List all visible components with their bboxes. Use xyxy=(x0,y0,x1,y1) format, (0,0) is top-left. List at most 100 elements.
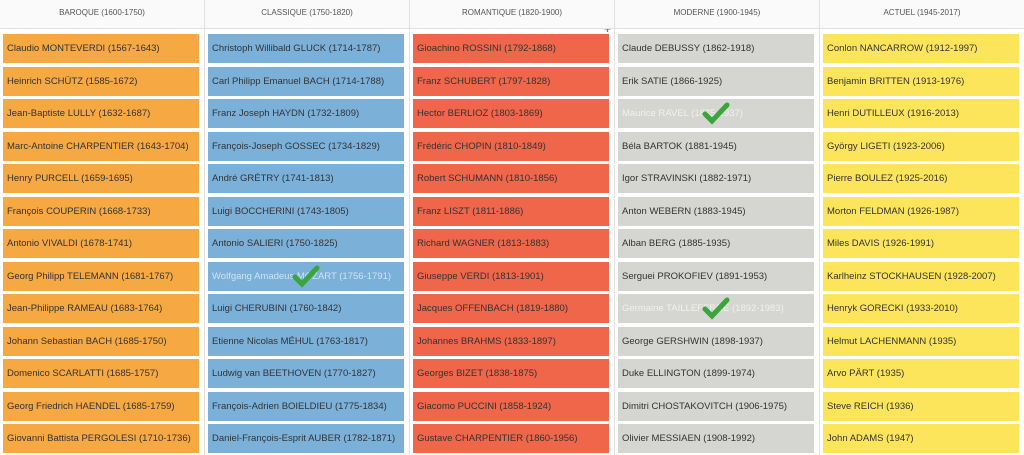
card[interactable]: Serguei PROKOFIEV (1891-1953) xyxy=(618,261,814,291)
card[interactable]: Miles DAVIS (1926-1991) xyxy=(823,229,1019,258)
card[interactable]: Arvo PÄRT (1935) xyxy=(823,359,1019,388)
card[interactable]: Benjamin BRITTEN (1913-1976) xyxy=(823,66,1019,96)
column: MODERNE (1900-1945) Claude DEBUSSY (1862-… xyxy=(615,0,820,455)
card[interactable]: Erik SATIE (1866-1925) xyxy=(618,66,814,96)
card-text: Claudio MONTEVERDI (1567-1643) xyxy=(7,43,160,54)
card[interactable]: Etienne Nicolas MÉHUL (1763-1817) xyxy=(208,326,404,356)
card[interactable]: François-Joseph GOSSEC (1734-1829) xyxy=(208,131,404,161)
card[interactable]: Giuseppe VERDI (1813-1901) xyxy=(413,261,609,291)
column-header: ROMANTIQUE (1820-1900) xyxy=(410,0,614,29)
card[interactable]: François COUPERIN (1668-1733) xyxy=(3,196,199,226)
card[interactable]: Claude DEBUSSY (1862-1918) xyxy=(618,34,814,63)
card[interactable]: Giacomo PUCCINI (1858-1924) xyxy=(413,391,609,421)
card-text: Henri DUTILLEUX (1916-2013) xyxy=(827,108,960,119)
column: ROMANTIQUE (1820-1900) Gioachino ROSSINI … xyxy=(410,0,615,455)
card[interactable]: Hector BERLIOZ (1803-1869) xyxy=(413,99,609,128)
card-text: Béla BARTOK (1881-1945) xyxy=(622,140,737,152)
card-text: Gustave CHARPENTIER (1860-1956) xyxy=(417,433,578,444)
card-text: Serguei PROKOFIEV (1891-1953) xyxy=(622,270,768,282)
card[interactable]: Ludwig van BEETHOVEN (1770-1827) xyxy=(208,359,404,388)
card[interactable]: Heinrich SCHÜTZ (1585-1672) xyxy=(3,66,199,96)
card-text: Claude DEBUSSY (1862-1918) xyxy=(622,43,755,54)
card[interactable]: Karlheinz STOCKHAUSEN (1928-2007) xyxy=(823,261,1019,291)
card-text: Dimitri CHOSTAKOVITCH (1906-1975) xyxy=(622,400,788,412)
card[interactable]: Antonio VIVALDI (1678-1741) xyxy=(3,229,199,258)
check-icon xyxy=(702,297,730,320)
card[interactable]: Anton WEBERN (1883-1945) xyxy=(618,196,814,226)
card[interactable]: Franz Joseph HAYDN (1732-1809) xyxy=(208,99,404,128)
card[interactable]: Conlon NANCARROW (1912-1997) xyxy=(823,34,1019,63)
card[interactable]: Georges BIZET (1838-1875) xyxy=(413,359,609,388)
card[interactable]: Georg Philipp TELEMANN (1681-1767) xyxy=(3,261,199,291)
card[interactable]: Richard WAGNER (1813-1883) xyxy=(413,229,609,258)
card-text: Georges BIZET (1838-1875) xyxy=(417,368,538,379)
card[interactable]: Henryk GORECKI (1933-2010) xyxy=(823,294,1019,323)
card-text: John ADAMS (1947) xyxy=(827,433,914,444)
card[interactable]: Johann Sebastian BACH (1685-1750) xyxy=(3,326,199,356)
card-text: Steve REICH (1936) xyxy=(827,400,914,412)
card[interactable]: Daniel-François-Esprit AUBER (1782-1871) xyxy=(208,424,404,453)
card-text: Giovanni Battista PERGOLESI (1710-1736) xyxy=(7,433,191,444)
card[interactable]: Helmut LACHENMANN (1935) xyxy=(823,326,1019,356)
card[interactable]: Wolfgang Amadeus MOZART (1756-1791) xyxy=(208,261,404,291)
card[interactable]: Christoph Willibald GLUCK (1714-1787) xyxy=(208,34,404,63)
card-text: François-Adrien BOIELDIEU (1775-1834) xyxy=(212,400,387,412)
card-text: Giuseppe VERDI (1813-1901) xyxy=(417,270,544,282)
card[interactable]: Henri DUTILLEUX (1916-2013) xyxy=(823,99,1019,128)
card-text: Anton WEBERN (1883-1945) xyxy=(622,205,746,217)
card[interactable]: Pierre BOULEZ (1925-2016) xyxy=(823,164,1019,193)
card[interactable]: Germaine TAILLEFERRE (1892-1983) xyxy=(618,294,814,323)
card[interactable]: Georg Friedrich HAENDEL (1685-1759) xyxy=(3,391,199,421)
card[interactable]: Igor STRAVINSKI (1882-1971) xyxy=(618,164,814,193)
card-text: George GERSHWIN (1898-1937) xyxy=(622,335,763,347)
card[interactable]: Jacques OFFENBACH (1819-1880) xyxy=(413,294,609,323)
card-text: Frédéric CHOPIN (1810-1849) xyxy=(417,140,546,152)
add-icon[interactable]: + xyxy=(604,22,612,36)
card-text: Morton FELDMAN (1926-1987) xyxy=(827,205,959,217)
card[interactable]: Antonio SALIERI (1750-1825) xyxy=(208,229,404,258)
card[interactable]: Franz LISZT (1811-1886) xyxy=(413,196,609,226)
card[interactable]: Robert SCHUMANN (1810-1856) xyxy=(413,164,609,193)
card[interactable]: Claudio MONTEVERDI (1567-1643) xyxy=(3,34,199,63)
card[interactable]: Luigi BOCCHERINI (1743-1805) xyxy=(208,196,404,226)
card-text: Wolfgang Amadeus MOZART (1756-1791) xyxy=(212,270,392,282)
card[interactable]: George GERSHWIN (1898-1937) xyxy=(618,326,814,356)
card[interactable]: Gioachino ROSSINI (1792-1868) xyxy=(413,34,609,63)
card-text: Helmut LACHENMANN (1935) xyxy=(827,335,957,347)
card-text: Miles DAVIS (1926-1991) xyxy=(827,238,935,249)
card[interactable]: André GRÉTRY (1741-1813) xyxy=(208,164,404,193)
card-text: André GRÉTRY (1741-1813) xyxy=(212,173,334,184)
card-text: Marc-Antoine CHARPENTIER (1643-1704) xyxy=(7,140,189,152)
card[interactable]: Domenico SCARLATTI (1685-1757) xyxy=(3,359,199,388)
card[interactable]: Franz SCHUBERT (1797-1828) xyxy=(413,66,609,96)
card[interactable]: Béla BARTOK (1881-1945) xyxy=(618,131,814,161)
card[interactable]: Johannes BRAHMS (1833-1897) xyxy=(413,326,609,356)
card[interactable]: Frédéric CHOPIN (1810-1849) xyxy=(413,131,609,161)
card[interactable]: Marc-Antoine CHARPENTIER (1643-1704) xyxy=(3,131,199,161)
card[interactable]: Steve REICH (1936) xyxy=(823,391,1019,421)
card[interactable]: Giovanni Battista PERGOLESI (1710-1736) xyxy=(3,424,199,453)
card[interactable]: Morton FELDMAN (1926-1987) xyxy=(823,196,1019,226)
column: CLASSIQUE (1750-1820) Christoph Willibald… xyxy=(205,0,410,455)
card[interactable]: Gustave CHARPENTIER (1860-1956) xyxy=(413,424,609,453)
card[interactable]: Dimitri CHOSTAKOVITCH (1906-1975) xyxy=(618,391,814,421)
card[interactable]: Luigi CHERUBINI (1760-1842) xyxy=(208,294,404,323)
card[interactable]: Jean-Baptiste LULLY (1632-1687) xyxy=(3,99,199,128)
card-text: Igor STRAVINSKI (1882-1971) xyxy=(622,173,752,184)
card[interactable]: György LIGETI (1923-2006) xyxy=(823,131,1019,161)
card-text: Henryk GORECKI (1933-2010) xyxy=(827,303,958,314)
card-text: Jacques OFFENBACH (1819-1880) xyxy=(417,303,569,314)
card[interactable]: Jean-Philippe RAMEAU (1683-1764) xyxy=(3,294,199,323)
card[interactable]: Henry PURCELL (1659-1695) xyxy=(3,164,199,193)
card[interactable]: Olivier MESSIAEN (1908-1992) xyxy=(618,424,814,453)
check-mark xyxy=(702,297,730,320)
column-header: ACTUEL (1945-2017) xyxy=(820,0,1024,29)
card[interactable]: Carl Philipp Emanuel BACH (1714-1788) xyxy=(208,66,404,96)
card[interactable]: Maurice RAVEL (1875-1937) xyxy=(618,99,814,128)
card-text: Ludwig van BEETHOVEN (1770-1827) xyxy=(212,368,376,379)
card[interactable]: John ADAMS (1947) xyxy=(823,424,1019,453)
card[interactable]: Alban BERG (1885-1935) xyxy=(618,229,814,258)
column: ACTUEL (1945-2017) Conlon NANCARROW (1912… xyxy=(820,0,1024,455)
card[interactable]: François-Adrien BOIELDIEU (1775-1834) xyxy=(208,391,404,421)
card[interactable]: Duke ELLINGTON (1899-1974) xyxy=(618,359,814,388)
